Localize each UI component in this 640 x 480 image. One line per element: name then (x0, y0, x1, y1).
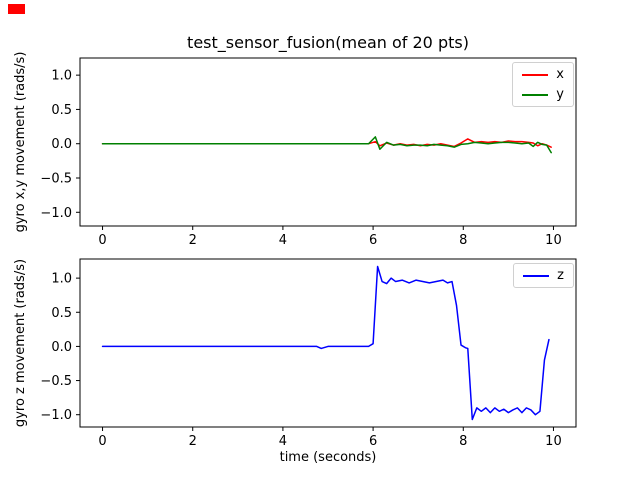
chart-title: test_sensor_fusion(mean of 20 pts) (187, 33, 469, 52)
x-axis-label: time (seconds) (279, 450, 377, 465)
svg-text:−0.5: −0.5 (40, 172, 72, 187)
legend-line-x (522, 73, 549, 76)
svg-text:4: 4 (279, 233, 287, 248)
legend-entry-x: x (522, 67, 564, 82)
svg-text:8: 8 (459, 233, 467, 248)
legend-label-z: z (557, 268, 564, 283)
svg-text:10: 10 (545, 434, 562, 449)
legend-top: x y (512, 62, 574, 107)
svg-text:2: 2 (189, 233, 197, 248)
svg-text:0.5: 0.5 (51, 306, 72, 321)
legend-line-z (523, 274, 550, 277)
svg-text:0.0: 0.0 (51, 340, 72, 355)
legend-label-y: y (556, 87, 564, 102)
svg-text:−1.0: −1.0 (40, 408, 72, 423)
svg-text:6: 6 (369, 233, 377, 248)
legend-entry-z: z (523, 268, 564, 283)
svg-text:−1.0: −1.0 (40, 206, 72, 221)
svg-text:6: 6 (369, 434, 377, 449)
legend-line-y (522, 93, 549, 96)
svg-text:10: 10 (545, 233, 562, 248)
y-axis-label-bottom: gyro z movement (rads/s) (13, 258, 28, 428)
red-marker (8, 4, 25, 14)
svg-text:8: 8 (459, 434, 467, 449)
svg-text:2: 2 (189, 434, 197, 449)
svg-text:1.0: 1.0 (51, 69, 72, 84)
legend-bottom: z (513, 263, 574, 288)
svg-text:1.0: 1.0 (51, 272, 72, 287)
svg-text:−0.5: −0.5 (40, 374, 72, 389)
svg-text:0.5: 0.5 (51, 103, 72, 118)
svg-text:0: 0 (98, 434, 106, 449)
legend-label-x: x (556, 67, 564, 82)
svg-text:0: 0 (98, 233, 106, 248)
legend-entry-y: y (522, 87, 564, 102)
svg-text:4: 4 (279, 434, 287, 449)
svg-text:0.0: 0.0 (51, 137, 72, 152)
